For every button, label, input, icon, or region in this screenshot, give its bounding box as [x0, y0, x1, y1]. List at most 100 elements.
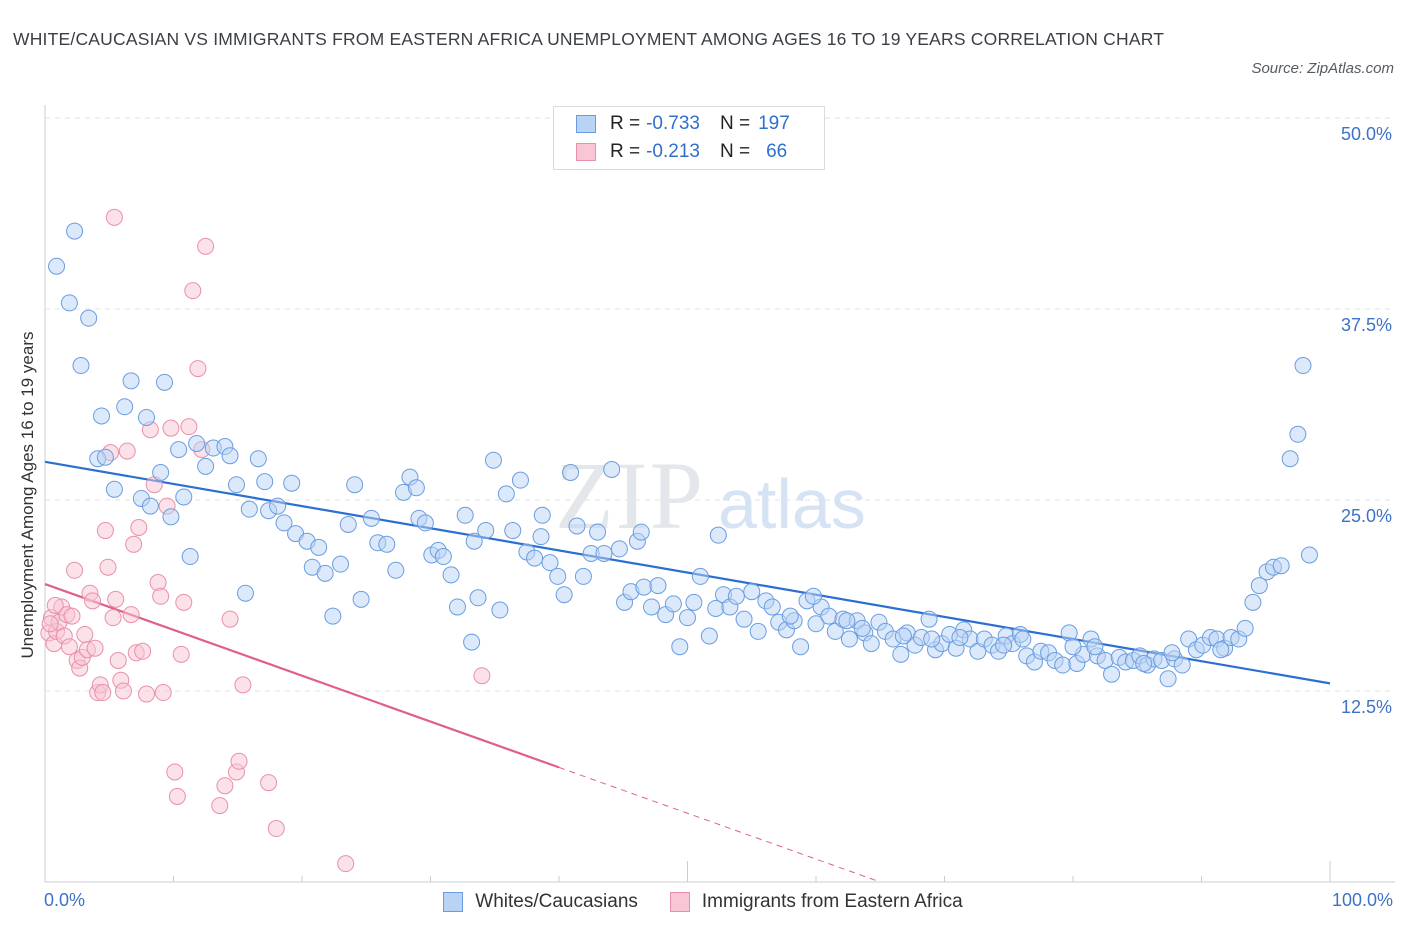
pink-data-point — [114, 682, 132, 700]
blue-data-point — [269, 497, 287, 515]
blue-data-point — [416, 514, 434, 532]
blue-data-point — [362, 509, 380, 527]
pink-data-point — [473, 667, 491, 685]
pink-data-point — [104, 609, 122, 627]
blue-data-point — [1289, 425, 1307, 443]
pink-data-point — [149, 574, 167, 592]
blue-data-point — [72, 357, 90, 375]
blue-data-point — [589, 523, 607, 541]
blue-data-point — [465, 532, 483, 550]
watermark: ZIP atlas — [555, 442, 866, 549]
blue-data-point — [332, 555, 350, 573]
blue-data-point — [1250, 577, 1268, 595]
blue-data-point — [1086, 638, 1104, 656]
blue-data-point — [853, 619, 871, 637]
blue-trend-segment — [44, 460, 1331, 685]
legend-swatch-pink — [576, 143, 596, 161]
blue-data-point — [448, 598, 466, 616]
blue-series-points — [48, 222, 1318, 688]
blue-data-point — [840, 630, 858, 648]
blue-data-point — [838, 612, 856, 630]
pink-data-point — [46, 596, 64, 614]
pink-data-point — [94, 684, 112, 702]
y-axis-label: Unemployment Among Ages 16 to 19 years — [18, 331, 37, 659]
blue-data-point — [1054, 656, 1072, 674]
pink-data-point — [138, 685, 156, 703]
pink-data-point — [172, 645, 190, 663]
pink-data-point — [184, 282, 202, 300]
pink-data-point — [96, 522, 114, 540]
blue-data-point — [792, 638, 810, 656]
blue-data-point — [1159, 670, 1177, 688]
legend-r-label: R = — [610, 141, 641, 162]
pink-data-point — [99, 558, 117, 576]
legend-n-value: 197 — [758, 113, 790, 134]
blue-data-point — [685, 593, 703, 611]
blue-data-point — [175, 488, 193, 506]
legend-row-whites: R = -0.733 N = 197 — [576, 111, 790, 137]
blue-data-point — [221, 447, 239, 465]
blue-data-point — [387, 561, 405, 579]
correlation-legend: R = -0.733 N = 197 R = -0.213 N = 66 — [553, 106, 825, 170]
blue-data-point — [324, 607, 342, 625]
blue-data-point — [951, 629, 969, 647]
pink-data-point — [152, 587, 170, 605]
blue-data-point — [700, 627, 718, 645]
blue-data-point — [807, 615, 825, 633]
blue-data-point — [532, 528, 550, 546]
blue-data-point — [749, 622, 767, 640]
blue-data-point — [1244, 593, 1262, 611]
blue-data-point — [60, 294, 78, 312]
blue-data-point — [456, 506, 474, 524]
blue-data-point — [1294, 357, 1312, 375]
legend-item-whites[interactable]: Whites/Caucasians — [443, 889, 638, 915]
blue-data-point — [188, 434, 206, 452]
pink-data-point — [86, 639, 104, 657]
blue-data-point — [1064, 638, 1082, 656]
blue-data-point — [122, 372, 140, 390]
blue-data-point — [316, 564, 334, 582]
blue-data-point — [463, 633, 481, 651]
blue-data-point — [920, 610, 938, 628]
axes — [44, 105, 1395, 883]
pink-data-point — [63, 607, 81, 625]
blue-data-point — [632, 523, 650, 541]
legend-swatch-pink — [669, 892, 690, 912]
blue-data-point — [1173, 656, 1191, 674]
pink-data-point — [175, 593, 193, 611]
y-tick-label: 37.5% — [1341, 315, 1392, 335]
blue-data-point — [256, 473, 274, 491]
x-tick-label-min: 0.0% — [44, 890, 86, 910]
blue-data-point — [923, 630, 941, 648]
pink-data-point — [197, 237, 215, 255]
pink-data-point — [154, 684, 172, 702]
blue-data-point — [595, 544, 613, 562]
blue-data-point — [603, 460, 621, 478]
blue-data-point — [197, 457, 215, 475]
blue-data-point — [820, 607, 838, 625]
pink-data-point — [105, 208, 123, 226]
blue-data-point — [138, 408, 156, 426]
blue-data-point — [549, 567, 567, 585]
blue-data-point — [610, 540, 628, 558]
pink-data-point — [130, 519, 148, 537]
blue-data-point — [664, 595, 682, 613]
blue-data-point — [826, 622, 844, 640]
blue-data-point — [339, 515, 357, 533]
legend-label-whites: Whites/Caucasians — [475, 891, 638, 912]
pink-data-point — [166, 763, 184, 781]
blue-data-point — [1135, 654, 1153, 672]
blue-data-point — [1103, 665, 1121, 683]
legend-item-immigrants[interactable]: Immigrants from Eastern Africa — [669, 889, 963, 915]
blue-data-point — [66, 222, 84, 240]
blue-data-point — [671, 638, 689, 656]
legend-label-immigrants: Immigrants from Eastern Africa — [701, 891, 963, 912]
blue-data-point — [152, 463, 170, 481]
blue-data-point — [1014, 630, 1032, 648]
pink-data-point — [134, 642, 152, 660]
blue-data-point — [862, 635, 880, 653]
legend-n-value: 66 — [766, 141, 788, 162]
legend-r-value: -0.733 — [646, 113, 700, 134]
blue-data-point — [504, 522, 522, 540]
legend-n-label: N = — [719, 113, 751, 134]
